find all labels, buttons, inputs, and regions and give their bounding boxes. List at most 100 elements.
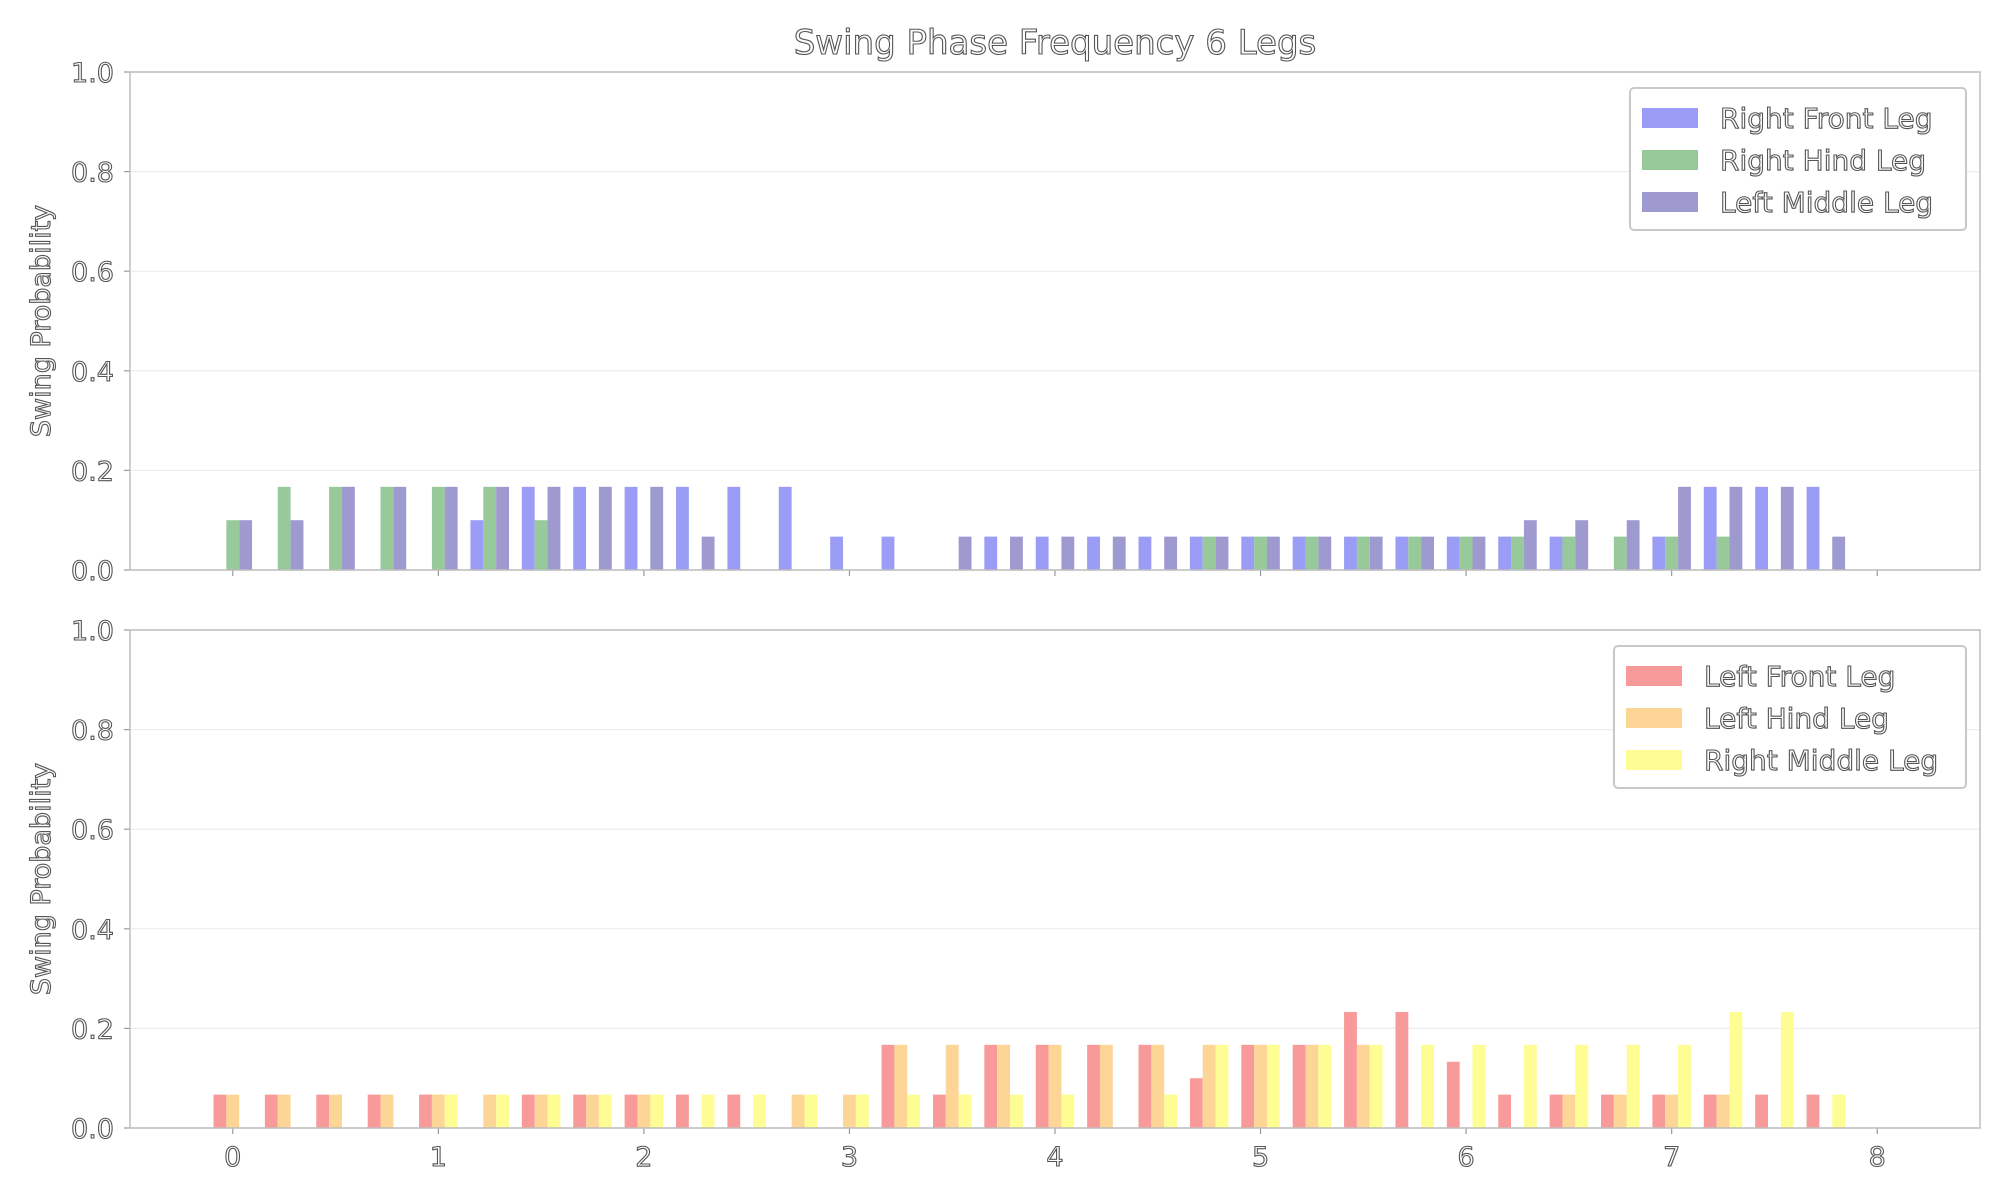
bar-right-middle-leg bbox=[496, 1094, 509, 1128]
bar-left-front-leg bbox=[419, 1094, 432, 1128]
bar-left-middle-leg bbox=[1472, 536, 1486, 570]
y-tick-label: 1.0 bbox=[71, 616, 114, 647]
bar-left-front-leg bbox=[1344, 1011, 1357, 1128]
y-tick-label: 0.4 bbox=[71, 915, 114, 946]
y-axis-label: Swing Probability bbox=[26, 205, 57, 437]
bar-right-front-leg bbox=[1703, 486, 1717, 570]
bar-right-hind-leg bbox=[1511, 536, 1524, 570]
bar-left-front-leg bbox=[727, 1094, 741, 1128]
bar-right-middle-leg bbox=[1266, 1044, 1280, 1128]
bar-right-middle-leg bbox=[547, 1094, 561, 1128]
bar-left-middle-leg bbox=[341, 486, 355, 570]
bar-right-front-leg bbox=[1189, 536, 1203, 570]
bar-left-hind-leg bbox=[1613, 1094, 1627, 1128]
bar-left-hind-leg bbox=[945, 1044, 959, 1128]
bar-right-front-leg bbox=[1087, 536, 1100, 570]
legend-1 bbox=[1629, 87, 1967, 231]
bar-left-middle-leg bbox=[1112, 536, 1126, 570]
bar-right-front-leg bbox=[1652, 536, 1666, 570]
bar-right-middle-leg bbox=[1369, 1044, 1383, 1128]
bar-right-middle-leg bbox=[1575, 1044, 1589, 1128]
bar-left-front-leg bbox=[984, 1044, 998, 1128]
bar-right-front-leg bbox=[521, 486, 535, 570]
bar-right-middle-leg bbox=[1318, 1044, 1332, 1128]
bar-left-middle-leg bbox=[958, 536, 972, 570]
bar-right-middle-leg bbox=[1678, 1044, 1691, 1128]
bar-left-hind-leg bbox=[534, 1094, 548, 1128]
bar-left-middle-leg bbox=[444, 486, 458, 570]
bar-right-front-leg bbox=[778, 486, 792, 570]
bar-right-middle-leg bbox=[958, 1094, 972, 1128]
bar-left-front-leg bbox=[1755, 1094, 1769, 1128]
bar-left-middle-leg bbox=[239, 520, 253, 570]
bar-right-hind-leg bbox=[1613, 536, 1627, 570]
x-tick-label: 8 bbox=[1869, 1142, 1886, 1173]
bar-left-hind-leg bbox=[1254, 1044, 1267, 1128]
bar-right-middle-leg bbox=[804, 1094, 818, 1128]
bar-left-hind-leg bbox=[894, 1044, 908, 1128]
legend-label: Right Front Leg bbox=[1720, 102, 1932, 135]
bar-right-hind-leg bbox=[1254, 536, 1267, 570]
bar-right-front-leg bbox=[470, 520, 484, 570]
bar-right-hind-leg bbox=[1202, 536, 1216, 570]
legend-swatch bbox=[1642, 150, 1698, 170]
bar-left-middle-leg bbox=[1215, 536, 1229, 570]
bar-left-hind-leg bbox=[226, 1094, 240, 1128]
bar-left-middle-leg bbox=[1523, 520, 1537, 570]
bar-left-middle-leg bbox=[1729, 486, 1743, 570]
x-tick-label: 7 bbox=[1663, 1142, 1680, 1173]
y-tick-label: 0.8 bbox=[71, 158, 114, 189]
bar-left-middle-leg bbox=[1318, 536, 1332, 570]
bar-left-middle-leg bbox=[1421, 536, 1434, 570]
bar-right-middle-leg bbox=[1421, 1044, 1434, 1128]
bar-right-middle-leg bbox=[1832, 1094, 1846, 1128]
bar-left-middle-leg bbox=[1780, 486, 1794, 570]
bar-left-hind-leg bbox=[1048, 1044, 1062, 1128]
bar-left-middle-leg bbox=[1010, 536, 1023, 570]
bar-right-middle-leg bbox=[1523, 1044, 1537, 1128]
bar-right-middle-leg bbox=[1780, 1011, 1794, 1128]
chart-title: Swing Phase Frequency 6 Legs bbox=[794, 23, 1317, 63]
bar-right-middle-leg bbox=[1729, 1011, 1743, 1128]
bar-left-middle-leg bbox=[701, 536, 715, 570]
bar-right-middle-leg bbox=[701, 1094, 715, 1128]
bar-right-hind-leg bbox=[431, 486, 445, 570]
bar-left-front-leg bbox=[676, 1094, 689, 1128]
bar-right-front-leg bbox=[1549, 536, 1563, 570]
x-tick-label: 2 bbox=[635, 1142, 652, 1173]
bar-left-hind-leg bbox=[1356, 1044, 1370, 1128]
bar-left-front-leg bbox=[1138, 1044, 1152, 1128]
bar-left-front-leg bbox=[367, 1094, 381, 1128]
bar-right-front-leg bbox=[1035, 536, 1049, 570]
y-axis-label: Swing Probability bbox=[26, 763, 57, 995]
bar-right-hind-leg bbox=[226, 520, 240, 570]
bar-left-middle-leg bbox=[598, 486, 612, 570]
bar-right-hind-leg bbox=[534, 520, 548, 570]
bar-left-hind-leg bbox=[1099, 1044, 1113, 1128]
legend-label: Right Hind Leg bbox=[1720, 144, 1926, 177]
bar-left-hind-leg bbox=[1202, 1044, 1216, 1128]
bar-left-hind-leg bbox=[997, 1044, 1011, 1128]
bar-left-middle-leg bbox=[1061, 536, 1075, 570]
bar-right-middle-leg bbox=[1164, 1094, 1178, 1128]
bar-left-front-leg bbox=[213, 1094, 227, 1128]
bar-left-front-leg bbox=[1498, 1094, 1512, 1128]
bar-right-front-leg bbox=[984, 536, 998, 570]
legend-swatch bbox=[1626, 750, 1682, 770]
bar-left-middle-leg bbox=[1266, 536, 1280, 570]
bar-left-front-leg bbox=[1241, 1044, 1255, 1128]
bar-left-middle-leg bbox=[496, 486, 509, 570]
bar-right-middle-leg bbox=[1061, 1094, 1075, 1128]
bar-left-hind-leg bbox=[637, 1094, 651, 1128]
bar-right-hind-leg bbox=[329, 486, 342, 570]
bar-right-middle-leg bbox=[1472, 1044, 1486, 1128]
bar-left-hind-leg bbox=[1716, 1094, 1730, 1128]
y-tick-label: 0.8 bbox=[71, 716, 114, 747]
y-tick-label: 1.0 bbox=[71, 58, 114, 89]
bar-left-front-leg bbox=[573, 1094, 587, 1128]
bar-left-front-leg bbox=[1601, 1094, 1614, 1128]
legend-swatch bbox=[1642, 108, 1698, 128]
y-tick-label: 0.0 bbox=[71, 1114, 114, 1145]
bar-left-hind-leg bbox=[483, 1094, 497, 1128]
